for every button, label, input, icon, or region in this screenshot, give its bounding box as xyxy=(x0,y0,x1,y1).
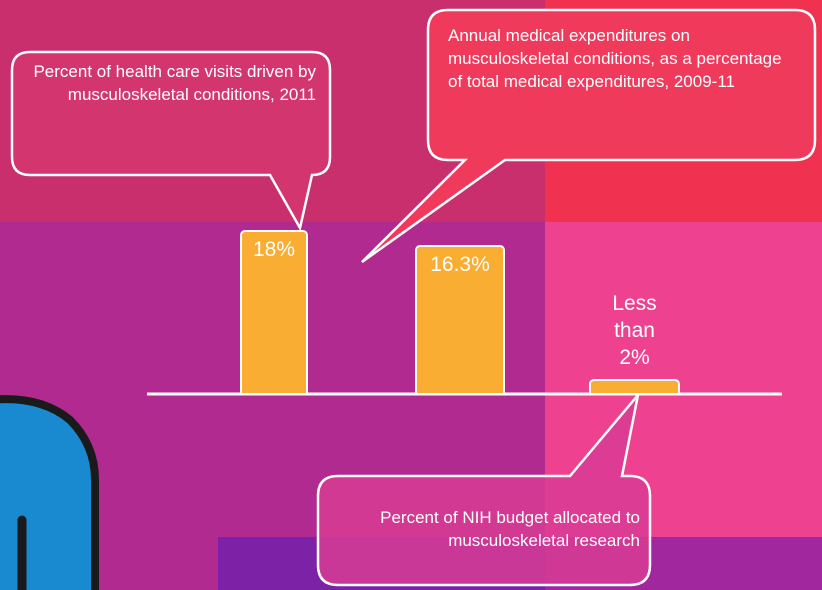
value-label: 18% xyxy=(240,236,308,263)
infographic: Percent of health care visits driven by … xyxy=(0,0,822,590)
decor-shape xyxy=(0,399,95,590)
value-label: Less than 2% xyxy=(595,290,675,371)
annotation: Annual medical expenditures on musculosk… xyxy=(448,24,798,93)
annotation: Percent of health care visits driven by … xyxy=(28,60,316,106)
value-label: 16.3% xyxy=(415,251,505,278)
annotation: Percent of NIH budget allocated to muscu… xyxy=(325,506,640,552)
bar xyxy=(589,379,680,393)
